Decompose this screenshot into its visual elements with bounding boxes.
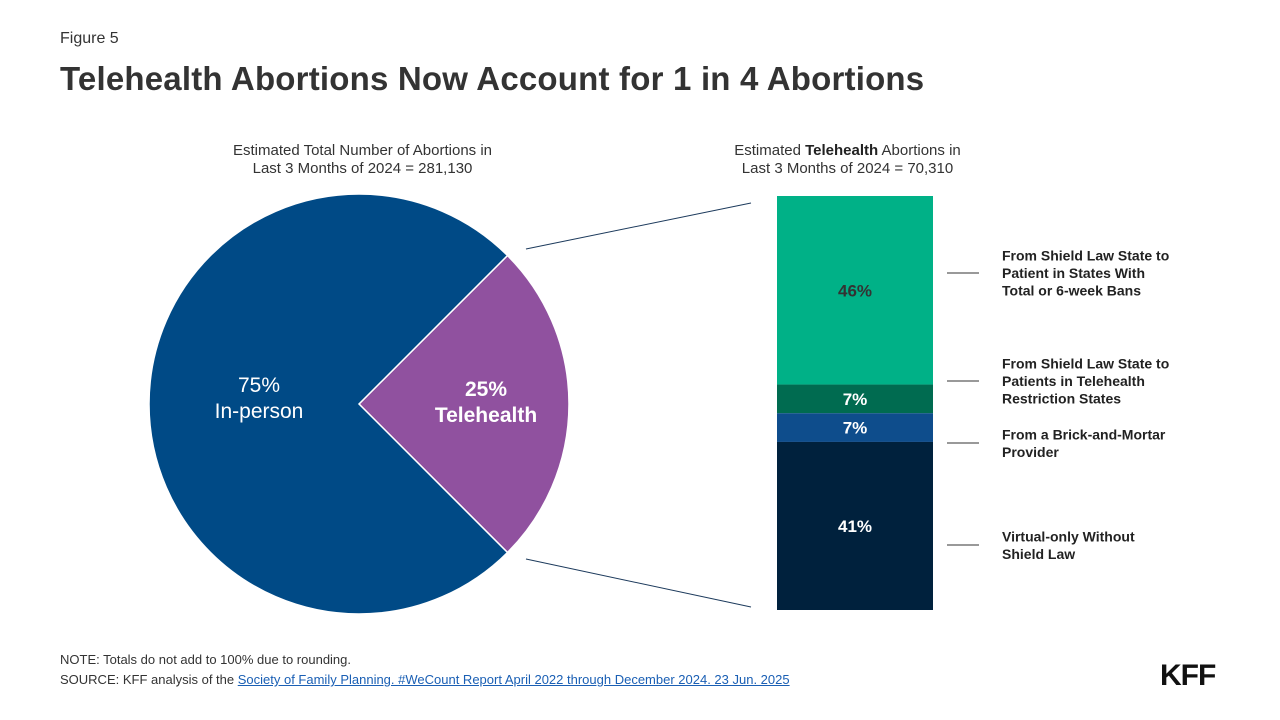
bar-subtitle-suffix: Abortions in [878,142,961,159]
legend-label-line: Virtual-only Without [1002,528,1135,544]
bar-segment-label: 41% [838,517,872,536]
pie-slice [357,254,570,554]
figure-label: Figure 5 [60,30,119,47]
legend-label-line: Patient in States With [1002,265,1145,281]
source-link[interactable]: Society of Family Planning. #WeCount Rep… [237,672,790,687]
bar-subtitle-prefix: Estimated [734,142,806,159]
note-text: NOTE: Totals do not add to 100% due to r… [60,652,352,667]
legend-label: From Shield Law State to Patients in Tele… [1002,356,1169,407]
bar-segment [777,413,933,442]
pie-label-in-person-line: 75% [238,374,280,397]
legend-label-line: From a Brick-and-Mortar [1002,426,1166,442]
legend-label: From a Brick-and-Mortar Provider [1002,426,1166,460]
bar-segment [777,196,933,385]
legend-label-line: From Shield Law State to [1002,248,1169,264]
pie-subtitle-line2: Last 3 Months of 2024 = 281,130 [252,160,473,177]
connector-line-bottom [525,558,752,608]
bar-subtitle: Estimated Telehealth Abortions in Last 3… [690,142,1005,178]
source-text: SOURCE: KFF analysis of the Society of F… [60,672,790,687]
bar-segment-label: 7% [843,390,868,409]
connector-line-top [525,202,752,250]
legend-label-line: Provider [1002,444,1059,460]
legend-label: From Shield Law State to Patient in State… [1002,248,1169,299]
bar-segment-label: 46% [838,281,872,300]
source-prefix: SOURCE: KFF analysis of the [60,672,238,687]
pie-subtitle: Estimated Total Number of Abortions in L… [180,142,545,178]
pie-slice [148,193,509,615]
bar-segment [777,384,933,414]
legend-label-line: Patients in Telehealth [1002,373,1145,389]
legend-label-line: From Shield Law State to [1002,356,1169,372]
legend-label: Virtual-only Without Shield Law [1002,528,1135,562]
legend-label-line: Total or 6-week Bans [1002,283,1141,299]
pie-label-telehealth-line: 25% [465,378,507,401]
bar-subtitle-bold: Telehealth [805,142,879,159]
bar-segment-label: 7% [843,419,868,438]
legend-label-line: Restriction States [1002,391,1121,407]
pie-label-telehealth-line: Telehealth [435,404,537,427]
pie-subtitle-line1: Estimated Total Number of Abortions in [232,142,493,159]
bar-subtitle-line1: Estimated Telehealth Abortions in [690,142,1005,160]
chart-title: Telehealth Abortions Now Account for 1 i… [60,60,925,97]
bar-subtitle-line2: Last 3 Months of 2024 = 70,310 [741,160,954,177]
pie-label-telehealth: 25% Telehealth [435,378,537,427]
bar-segment [777,441,933,610]
pie-label-in-person: 75% In-person [215,374,304,423]
pie-label-in-person-line: In-person [215,400,304,423]
legend-label-line: Shield Law [1002,546,1075,562]
kff-logo: KFF [1160,659,1216,692]
